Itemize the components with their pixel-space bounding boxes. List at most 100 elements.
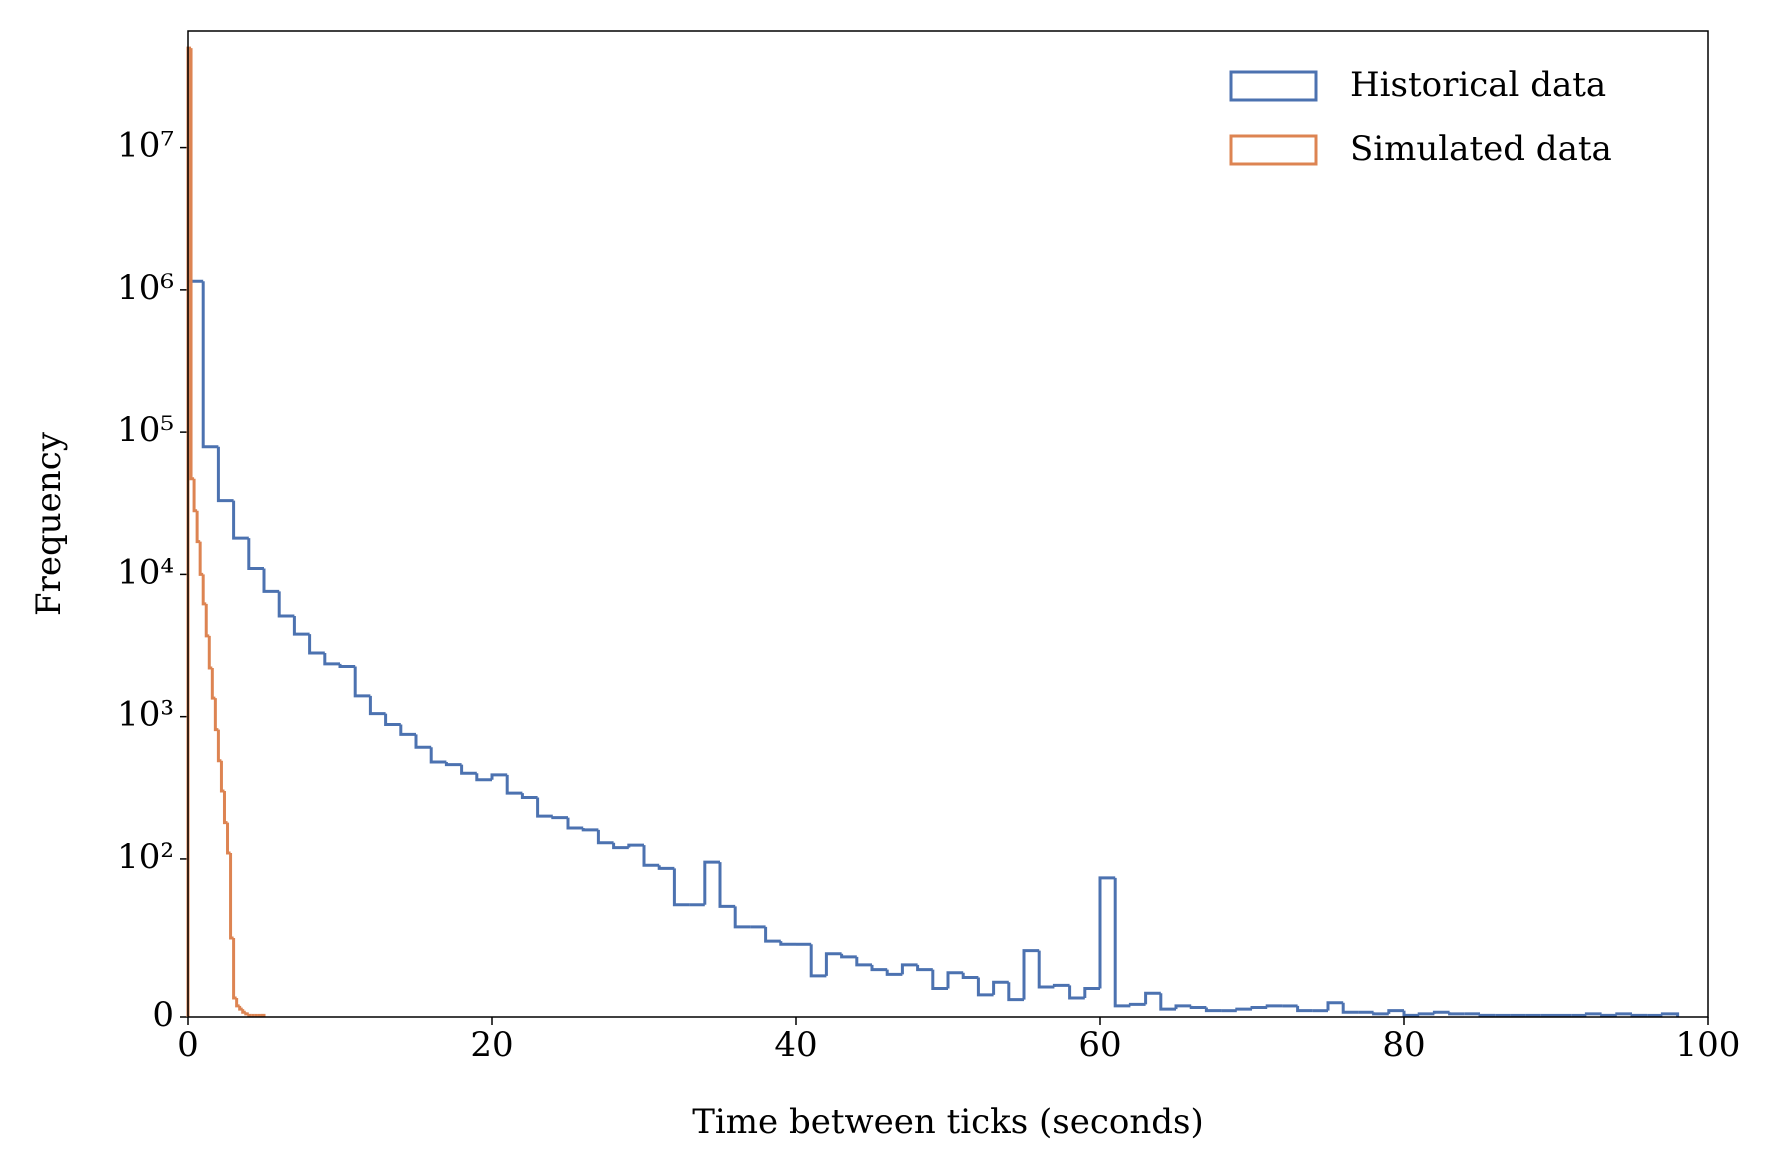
- histogram-bin: [475, 773, 492, 782]
- histogram-bin: [192, 478, 198, 513]
- histogram-bin: [1037, 950, 1055, 989]
- histogram-bin: [232, 937, 237, 1000]
- histogram-bin: [414, 734, 432, 749]
- x-tick-label: 40: [774, 1025, 817, 1065]
- histogram-bin: [399, 724, 416, 736]
- histogram-bin: [1068, 985, 1085, 1000]
- histogram-bin: [1113, 877, 1131, 1008]
- x-tick-label: 20: [470, 1025, 513, 1065]
- histogram-bin: [505, 774, 523, 795]
- histogram-bin: [216, 729, 222, 763]
- histogram-bin: [779, 941, 796, 946]
- histogram-bin: [855, 956, 872, 967]
- histogram-bin: [520, 793, 538, 800]
- histogram-bin: [1189, 1005, 1207, 1010]
- histogram-bin: [1022, 949, 1040, 1000]
- legend-swatch: [1229, 70, 1318, 102]
- y-tick-label: 10²: [117, 837, 174, 877]
- histogram-bin: [1372, 1012, 1389, 1016]
- histogram-bin: [490, 773, 508, 780]
- histogram-bin: [581, 827, 599, 832]
- histogram-bin: [551, 816, 568, 820]
- x-tick-label: 100: [1676, 1025, 1741, 1065]
- x-axis-label: Time between ticks (seconds): [692, 1102, 1203, 1142]
- histogram-bin: [1235, 1007, 1252, 1011]
- histogram-bin: [201, 281, 219, 449]
- histogram-bin: [1402, 1010, 1420, 1017]
- histogram-bin: [292, 615, 310, 636]
- histogram-bin: [232, 500, 249, 540]
- histogram-bin: [204, 603, 210, 638]
- histogram-bin: [1630, 1013, 1648, 1017]
- histogram-bin: [885, 969, 903, 976]
- x-tick-label: 80: [1382, 1025, 1425, 1065]
- histogram-bin: [840, 953, 857, 959]
- histogram-bin: [368, 695, 386, 716]
- histogram-bin: [235, 998, 240, 1008]
- histogram-bin: [244, 1012, 249, 1016]
- histogram-bin: [946, 971, 964, 989]
- histogram-bin: [229, 853, 234, 940]
- histogram-bin: [1584, 1012, 1602, 1016]
- histogram-bin: [1204, 1007, 1222, 1013]
- x-tick-label: 0: [177, 1025, 199, 1065]
- histogram-bin: [733, 906, 751, 929]
- y-tick-label: 10³: [117, 695, 174, 735]
- histogram-bin: [1600, 1013, 1617, 1017]
- histogram-bin: [612, 842, 629, 850]
- histogram-bin: [1128, 1002, 1146, 1006]
- histogram-bin: [627, 843, 644, 848]
- histogram-bin: [219, 760, 225, 793]
- histogram-bin: [247, 538, 264, 571]
- histogram-bin: [536, 797, 553, 818]
- histogram-bin: [1387, 1009, 1404, 1014]
- histogram-bin: [384, 713, 401, 727]
- histogram-bin: [1326, 1001, 1344, 1011]
- y-tick-label: 10⁷: [117, 126, 174, 166]
- histogram-bin: [247, 1013, 252, 1017]
- histogram-bin: [992, 980, 1009, 995]
- histogram-bin: [1265, 1004, 1283, 1008]
- histogram-bin: [201, 574, 207, 606]
- histogram-bin: [353, 666, 371, 698]
- histogram-bin: [1007, 982, 1024, 1002]
- histogram-bin: [718, 862, 736, 908]
- histogram-bin: [210, 667, 216, 700]
- histogram-bin: [241, 1009, 246, 1014]
- histogram-bin: [277, 591, 295, 618]
- histogram-bin: [1478, 1013, 1496, 1017]
- histogram-bin: [460, 764, 477, 775]
- x-tick-label: 60: [1078, 1025, 1121, 1065]
- histogram-bin: [961, 972, 979, 979]
- histogram-bin: [198, 541, 204, 576]
- histogram-bin: [1144, 991, 1161, 1005]
- histogram-bin: [566, 817, 584, 830]
- histogram-bin: [338, 663, 356, 669]
- histogram-bin: [900, 963, 918, 975]
- histogram-bin: [1341, 1002, 1359, 1014]
- legend-label: Simulated data: [1350, 129, 1612, 169]
- histogram-bin: [642, 845, 660, 867]
- plot-frame: [187, 30, 1709, 1018]
- histogram-bin: [809, 944, 827, 978]
- histogram-bin: [213, 698, 219, 732]
- y-axis-label: Frequency: [29, 431, 69, 616]
- histogram-bin: [1296, 1005, 1313, 1013]
- histogram-bin: [976, 977, 994, 997]
- histogram-bin: [1174, 1004, 1192, 1010]
- histogram-bin: [195, 510, 201, 544]
- histogram-bin: [444, 762, 462, 767]
- histogram-bin: [216, 446, 234, 503]
- y-tick-label: 10⁶: [117, 268, 174, 308]
- histogram-bin: [1098, 876, 1116, 989]
- histogram-bin: [931, 969, 948, 991]
- histogram-bin: [824, 952, 842, 976]
- histogram-bin: [1052, 983, 1070, 987]
- histogram-bin: [703, 860, 720, 905]
- legend-label: Historical data: [1350, 65, 1606, 105]
- histogram-bin: [323, 653, 340, 666]
- histogram-bin: [226, 822, 231, 855]
- histogram-bin: [1615, 1012, 1632, 1016]
- histogram-bin: [429, 747, 447, 764]
